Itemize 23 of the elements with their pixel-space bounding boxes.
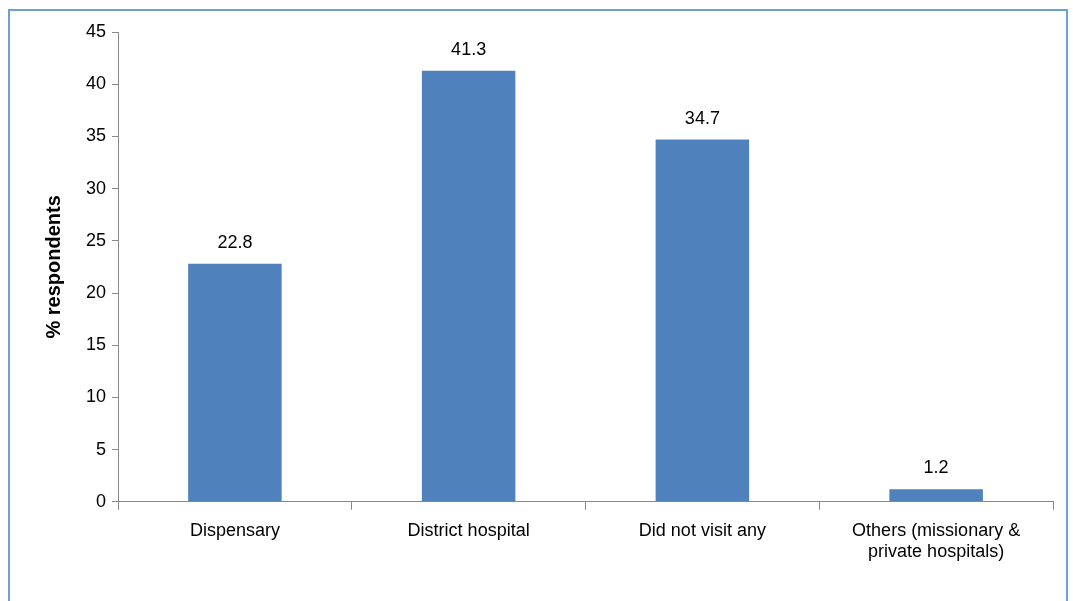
x-tick-label: District hospital [407,519,530,540]
bar [188,263,282,502]
bar [655,139,750,502]
y-tick-label: 25 [85,229,107,250]
x-tick-label: Did not visit any [638,519,766,540]
y-tick-label: 15 [85,334,107,355]
data-label: 41.3 [451,38,487,59]
y-tick-label: 30 [85,177,107,198]
bar [889,489,983,502]
x-tick-label: Dispensary [189,519,280,540]
y-tick-label: 20 [85,281,107,302]
bar [421,70,516,502]
y-tick-label: 40 [85,73,107,94]
y-axis-title: % respondents [41,195,64,339]
y-tick-label: 10 [85,386,107,407]
y-tick-label: 5 [96,438,107,459]
data-label: 1.2 [923,457,949,478]
y-tick-label: 0 [96,490,107,511]
x-tick-label: Others (missionary & private hospitals) [852,519,1021,562]
y-tick-label: 45 [85,20,107,41]
data-label: 22.8 [217,231,253,252]
data-label: 34.7 [684,107,720,128]
y-tick-label: 35 [85,125,107,146]
